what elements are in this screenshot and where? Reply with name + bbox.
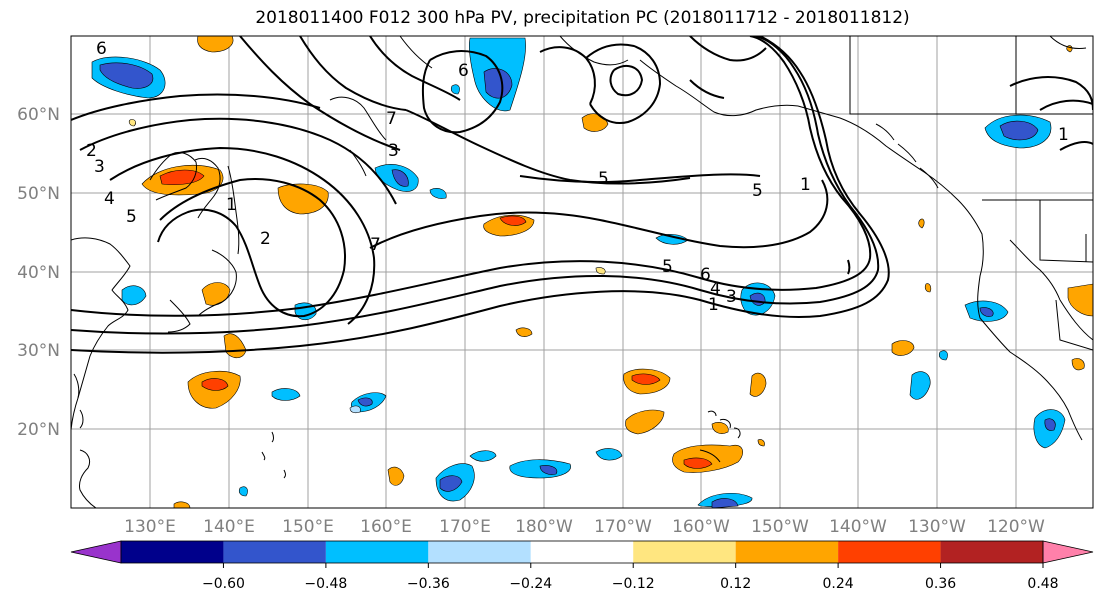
contour-label: 1 bbox=[800, 175, 811, 195]
lon-label: 180°W bbox=[515, 517, 573, 537]
colorbar-segment bbox=[223, 541, 326, 563]
lat-label: 30°N bbox=[17, 341, 60, 361]
colorbar: −0.60 −0.48 −0.36 −0.24 −0.12 0.12 0.24 0.36 0.4… bbox=[70, 540, 1094, 592]
positive-precip bbox=[128, 36, 1093, 508]
colorbar-tick-label: −0.60 bbox=[202, 576, 245, 592]
lon-label: 150°W bbox=[751, 517, 809, 537]
colorbar-tick-label: 0.36 bbox=[925, 576, 956, 592]
lat-label: 60°N bbox=[17, 105, 60, 125]
lon-label: 160°W bbox=[672, 517, 730, 537]
colorbar-segments bbox=[70, 540, 1094, 564]
colorbar-ticks bbox=[222, 563, 1044, 568]
contour-labels: 6 6 5 5 5 6 4 3 1 7 7 3 2 4 5 1 1 2 1 3 bbox=[86, 39, 1069, 315]
lat-axis: 60°N 50°N 40°N 30°N 20°N bbox=[17, 105, 60, 440]
lon-label: 170°E bbox=[439, 517, 491, 537]
colorbar-segment bbox=[325, 541, 429, 563]
colorbar-segment bbox=[428, 541, 531, 563]
coastlines bbox=[71, 36, 1093, 508]
lon-label: 140°W bbox=[829, 517, 887, 537]
colorbar-tick-label: −0.36 bbox=[407, 576, 450, 592]
contour-label: 5 bbox=[752, 181, 763, 201]
contour-label: 4 bbox=[104, 189, 115, 209]
lon-label: 160°E bbox=[360, 517, 412, 537]
lat-label: 40°N bbox=[17, 263, 60, 283]
map-panel: 6 6 5 5 5 6 4 3 1 7 7 3 2 4 5 1 1 2 1 3 bbox=[71, 36, 1093, 508]
colorbar-tick-label: 0.24 bbox=[823, 576, 854, 592]
contour-label: 2 bbox=[260, 229, 271, 249]
contour-label: 3 bbox=[388, 141, 399, 161]
colorbar-labels: −0.60 −0.48 −0.36 −0.24 −0.12 0.12 0.24 0.36 0.4… bbox=[202, 576, 1059, 592]
map-title: 2018011400 F012 300 hPa PV, precipitatio… bbox=[255, 8, 910, 28]
lon-axis: 130°E 140°E 150°E 160°E 170°E 180°W 170°… bbox=[124, 517, 1045, 537]
lon-label: 140°E bbox=[203, 517, 255, 537]
lon-label: 170°W bbox=[594, 517, 652, 537]
contour-label: 6 bbox=[96, 39, 107, 59]
colorbar-tick-label: −0.48 bbox=[304, 576, 347, 592]
lat-label: 20°N bbox=[17, 420, 60, 440]
colorbar-segment bbox=[735, 541, 839, 563]
colorbar-extend-high bbox=[1042, 540, 1094, 564]
contour-label: 7 bbox=[386, 109, 397, 129]
contour-label: 5 bbox=[126, 207, 137, 227]
colorbar-tick-label: −0.12 bbox=[612, 576, 655, 592]
lat-label: 50°N bbox=[17, 184, 60, 204]
colorbar-tick-label: 0.12 bbox=[720, 576, 751, 592]
contour-label: 1 bbox=[1058, 125, 1069, 145]
contour-label: 7 bbox=[370, 235, 381, 255]
colorbar-tick-label: −0.24 bbox=[509, 576, 552, 592]
lon-label: 130°W bbox=[908, 517, 966, 537]
precip-shading bbox=[91, 36, 1093, 508]
colorbar-segment bbox=[530, 541, 634, 563]
contour-label: 5 bbox=[598, 169, 609, 189]
lon-label: 120°W bbox=[987, 517, 1045, 537]
colorbar-segment bbox=[940, 541, 1043, 563]
negative-precip bbox=[91, 37, 1066, 508]
colorbar-tick-label: 0.48 bbox=[1027, 576, 1058, 592]
lon-label: 150°E bbox=[282, 517, 334, 537]
colorbar-segment bbox=[838, 541, 941, 563]
colorbar-segment bbox=[633, 541, 736, 563]
lon-label: 130°E bbox=[124, 517, 176, 537]
contour-label: 2 bbox=[86, 141, 97, 161]
colorbar-extend-low bbox=[70, 540, 122, 564]
pv-contours bbox=[71, 36, 1093, 354]
contour-label: 1 bbox=[708, 295, 719, 315]
map-frame bbox=[70, 35, 1094, 509]
colorbar-segment bbox=[121, 541, 224, 563]
contour-label: 3 bbox=[94, 157, 105, 177]
contour-label: 1 bbox=[226, 195, 237, 215]
contour-label: 4 bbox=[710, 279, 721, 299]
contour-label: 6 bbox=[700, 265, 711, 285]
colorbar-outline bbox=[120, 540, 1044, 564]
contour-label: 6 bbox=[458, 61, 469, 81]
contour-label: 3 bbox=[726, 287, 737, 307]
contour-label: 5 bbox=[662, 257, 673, 277]
